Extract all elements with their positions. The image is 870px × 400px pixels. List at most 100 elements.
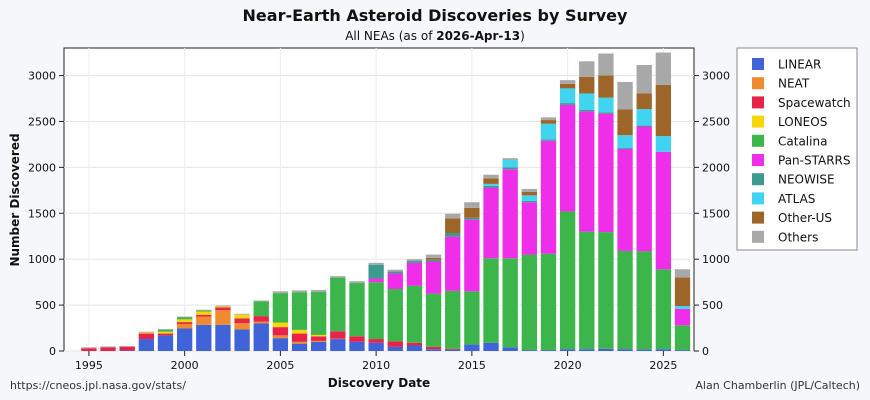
y-tick-label: 3000: [28, 70, 56, 83]
bar-segment: [598, 348, 614, 351]
bar-segment: [176, 316, 193, 318]
bar-segment: [215, 307, 231, 311]
bar-segment: [253, 323, 269, 351]
bar-segment: [617, 148, 633, 149]
bar-segment: [617, 109, 633, 136]
bar-segment: [138, 331, 154, 333]
bar-segment: [157, 329, 174, 332]
bar-segment: [138, 333, 154, 340]
bar-segment: [617, 149, 633, 251]
ticks: 0 0 500 500 1000 1000 1500 1500 2000 2000 2500 2500…: [28, 70, 730, 372]
bar-segment: [368, 342, 384, 351]
bar-segment: [406, 345, 423, 351]
legend-swatch: [752, 173, 764, 186]
y-tick-label: 2500: [28, 115, 56, 128]
bar-segment: [215, 310, 231, 325]
subtitle-prefix: All NEAs (as of: [345, 29, 436, 43]
bar-segment: [311, 334, 327, 337]
bar-segment: [234, 329, 250, 351]
bar-segment: [521, 200, 537, 203]
bar-segment: [502, 258, 518, 348]
y-tick-label: 0: [49, 345, 56, 358]
bar-segment: [636, 125, 652, 127]
bar-segment: [100, 346, 116, 348]
bar-segment: [579, 76, 595, 94]
legend-label: Other-US: [778, 211, 832, 225]
bar-segment: [521, 350, 537, 351]
bar-segment: [559, 104, 576, 212]
bar-segment: [196, 311, 212, 315]
bar-segment: [655, 84, 672, 137]
bar-segment: [176, 317, 193, 320]
bar-segment: [272, 327, 289, 336]
bar-segment: [464, 219, 480, 292]
bar-segment: [617, 349, 633, 351]
bar-segment: [579, 61, 595, 77]
bar-segment: [157, 331, 174, 334]
bar-segment: [559, 83, 576, 89]
bar-segment: [406, 261, 423, 263]
bar-segment: [176, 319, 193, 323]
bar-segment: [483, 187, 499, 259]
bar-segment: [349, 281, 365, 284]
legend-label: Spacewatch: [778, 96, 851, 110]
bar-segment: [483, 178, 499, 184]
bar-segment: [196, 324, 212, 351]
bar-segment: [617, 81, 633, 110]
bar-segment: [617, 250, 633, 350]
bar-segment: [272, 322, 289, 328]
bar-segment: [138, 332, 154, 334]
bar-segment: [445, 349, 461, 351]
bar-segment: [311, 291, 327, 335]
bar-segment: [253, 316, 269, 322]
bar-segment: [368, 262, 384, 265]
chart-title: Near-Earth Asteroid Discoveries by Surve…: [243, 6, 629, 25]
x-tick-label: 1995: [75, 359, 103, 372]
bar-segment: [234, 318, 250, 323]
bar-segment: [540, 350, 557, 351]
legend-swatch: [752, 58, 764, 70]
bar-segment: [425, 257, 442, 260]
bar-segment: [559, 349, 576, 351]
bar-segment: [674, 269, 691, 278]
credit-url[interactable]: https://cneos.jpl.nasa.gov/stats/: [10, 379, 186, 392]
legend-swatch: [752, 192, 764, 205]
bar-segment: [521, 188, 537, 192]
bar-segment: [464, 202, 480, 208]
bar-segment: [674, 308, 691, 326]
bar-segment: [674, 277, 691, 307]
bar-segment: [234, 314, 250, 319]
legend-swatch: [752, 77, 764, 90]
bar-segment: [387, 273, 403, 290]
bar-segment: [674, 306, 691, 309]
legend-label: LINEAR: [778, 58, 821, 72]
bar-segment: [674, 350, 691, 351]
bar-segment: [425, 349, 442, 351]
bar-segment: [368, 264, 384, 279]
bar-segment: [598, 53, 614, 76]
bar-segment: [119, 345, 135, 347]
bar-segment: [234, 322, 250, 330]
bar-segment: [674, 325, 691, 351]
legend-swatch: [752, 211, 764, 224]
chart-subtitle: All NEAs (as of 2026-Apr-13): [345, 29, 525, 43]
bar-segment: [291, 341, 308, 344]
bar-segment: [483, 183, 499, 186]
bar-segment: [502, 167, 518, 170]
y-tick-label: 500: [35, 299, 56, 312]
bar-segment: [272, 291, 289, 294]
bar-segment: [330, 339, 346, 351]
bar-segment: [540, 123, 557, 140]
bar-segment: [425, 259, 442, 262]
bar-segment: [157, 335, 174, 351]
bar-segment: [521, 254, 537, 351]
bar-segment: [540, 139, 557, 141]
bar-segment: [387, 341, 403, 347]
bar-segment: [119, 346, 135, 351]
bar-segment: [425, 293, 442, 347]
bar-segment: [387, 271, 403, 274]
legend-swatch: [752, 154, 764, 166]
bar-segment: [291, 329, 308, 334]
bar-segment: [253, 301, 269, 317]
